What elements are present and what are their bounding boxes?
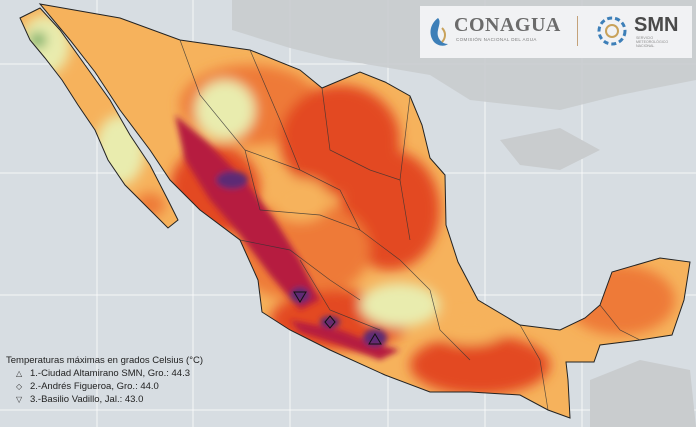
- legend-entry-1-label: 1.-Ciudad Altamirano SMN, Gro.: 44.3: [30, 368, 190, 379]
- legend-entry-2-label: 2.-Andrés Figueroa, Gro.: 44.0: [30, 381, 159, 392]
- logo-divider: [577, 16, 578, 46]
- station-1-marker: [368, 333, 382, 345]
- logo-background: [420, 6, 692, 58]
- station-3-marker: [293, 291, 307, 303]
- triangle-down-icon: ▽: [16, 395, 23, 404]
- smn-logo-text: SMN: [634, 14, 679, 36]
- central-america-landmass: [590, 360, 696, 427]
- mainland-temperature-field: [40, 4, 690, 418]
- conagua-tagline: COMISIÓN NACIONAL DEL AGUA: [456, 37, 537, 42]
- legend-entry-3: ▽ 3.-Basilio Vadillo, Jal.: 43.0: [6, 393, 203, 406]
- smn-tagline: SERVICIO METEOROLÓGICO NACIONAL: [636, 36, 669, 48]
- legend-entry-3-label: 3.-Basilio Vadillo, Jal.: 43.0: [30, 394, 144, 405]
- baja-outline: [19, 7, 179, 229]
- station-markers: [293, 291, 382, 345]
- conagua-logo-text: CONAGUA: [454, 14, 561, 36]
- station-2-marker: [324, 315, 336, 329]
- triangle-up-icon: △: [16, 369, 23, 378]
- smn-emblem: [597, 16, 627, 46]
- cuba-landmass: [500, 128, 600, 170]
- legend-entry-2: ◇ 2.-Andrés Figueroa, Gro.: 44.0: [6, 380, 203, 393]
- conagua-emblem: [430, 18, 448, 46]
- legend: Temperaturas máximas en grados Celsius (…: [6, 354, 203, 406]
- legend-title: Temperaturas máximas en grados Celsius (…: [6, 355, 204, 366]
- legend-entry-1: △ 1.-Ciudad Altamirano SMN, Gro.: 44.3: [6, 367, 203, 380]
- state-borders: [179, 39, 641, 411]
- diamond-icon: ◇: [16, 382, 23, 391]
